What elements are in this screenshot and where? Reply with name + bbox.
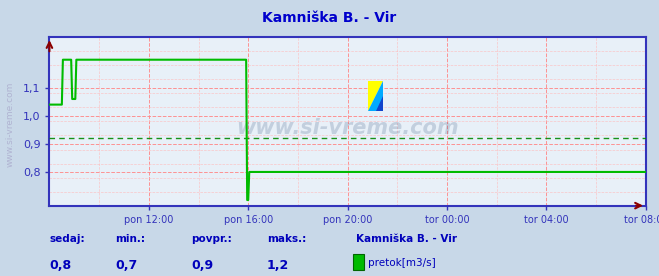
Text: Kamniška B. - Vir: Kamniška B. - Vir bbox=[262, 11, 397, 25]
Polygon shape bbox=[368, 81, 384, 111]
Text: pretok[m3/s]: pretok[m3/s] bbox=[368, 258, 436, 268]
Text: Kamniška B. - Vir: Kamniška B. - Vir bbox=[356, 233, 457, 243]
Text: maks.:: maks.: bbox=[267, 233, 306, 243]
Text: www.si-vreme.com: www.si-vreme.com bbox=[237, 118, 459, 138]
Text: povpr.:: povpr.: bbox=[191, 233, 232, 243]
Text: 0,8: 0,8 bbox=[49, 259, 72, 272]
Text: 0,9: 0,9 bbox=[191, 259, 214, 272]
Polygon shape bbox=[368, 81, 384, 111]
Text: 1,2: 1,2 bbox=[267, 259, 289, 272]
Text: www.si-vreme.com: www.si-vreme.com bbox=[5, 81, 14, 167]
Text: sedaj:: sedaj: bbox=[49, 233, 85, 243]
Text: 0,7: 0,7 bbox=[115, 259, 138, 272]
Polygon shape bbox=[376, 96, 384, 111]
Text: min.:: min.: bbox=[115, 233, 146, 243]
